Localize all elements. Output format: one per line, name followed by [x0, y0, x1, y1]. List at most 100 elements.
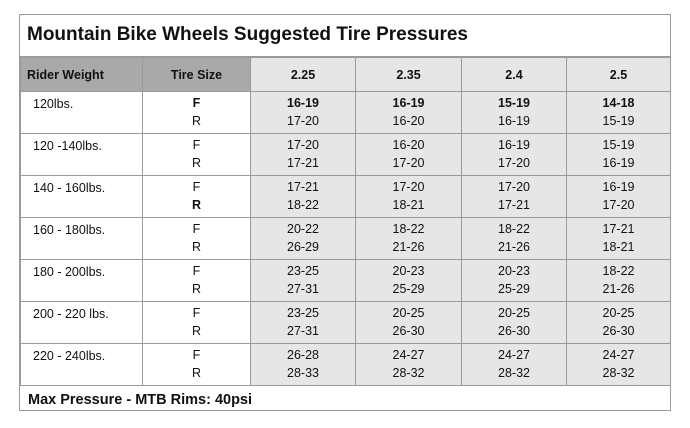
- pressure-cell: 18-22 21-26: [461, 217, 567, 260]
- rider-weight-cell: 140 - 160lbs.: [20, 175, 143, 218]
- front-pressure: 20-25: [498, 306, 530, 320]
- rear-pressure: 27-31: [287, 324, 319, 338]
- pressure-cell: 20-23 25-29: [461, 259, 567, 302]
- front-pressure: 18-22: [392, 222, 425, 236]
- rear-label: R: [191, 324, 202, 338]
- front-pressure: 26-28: [287, 348, 319, 362]
- header-size-2-4: 2.4: [461, 57, 567, 92]
- front-pressure: 20-25: [392, 306, 425, 320]
- pressure-cell: 20-25 26-30: [461, 301, 567, 344]
- pressure-cell: 17-20 17-21: [250, 133, 356, 176]
- front-label: F: [192, 96, 201, 110]
- pressure-cell: 18-22 21-26: [566, 259, 671, 302]
- header-size-2-35: 2.35: [355, 57, 462, 92]
- table-row: 180 - 200lbs. F R 23-25 27-31 20-23 25-29 20-23…: [20, 259, 671, 302]
- pressure-cell: 20-23 25-29: [355, 259, 462, 302]
- front-pressure: 23-25: [287, 306, 319, 320]
- pressure-cell: 17-20 18-21: [355, 175, 462, 218]
- front-pressure: 17-20: [392, 180, 425, 194]
- pressure-cell: 24-27 28-32: [566, 343, 671, 386]
- front-pressure: 17-20: [287, 138, 319, 152]
- rear-pressure: 26-30: [602, 324, 635, 338]
- front-label: F: [192, 222, 201, 236]
- tire-pressure-chart: Mountain Bike Wheels Suggested Tire Pres…: [19, 14, 671, 411]
- front-label: F: [192, 264, 201, 278]
- rider-weight-cell: 120 -140lbs.: [20, 133, 143, 176]
- front-pressure: 16-19: [602, 180, 635, 194]
- front-pressure: 23-25: [287, 264, 319, 278]
- header-row: Rider Weight Tire Size 2.25 2.35 2.4 2.5: [20, 57, 671, 92]
- chart-title: Mountain Bike Wheels Suggested Tire Pres…: [20, 15, 670, 57]
- pressure-cell: 17-21 18-22: [250, 175, 356, 218]
- pressure-cell: 18-22 21-26: [355, 217, 462, 260]
- rear-pressure: 17-21: [287, 156, 319, 170]
- front-pressure: 20-23: [392, 264, 425, 278]
- rear-pressure: 17-20: [602, 198, 635, 212]
- rider-weight-cell: 200 - 220 lbs.: [20, 301, 143, 344]
- front-pressure: 16-19: [392, 96, 425, 110]
- rear-pressure: 28-32: [392, 366, 425, 380]
- front-pressure: 17-20: [498, 180, 530, 194]
- front-pressure: 14-18: [602, 96, 635, 110]
- pressure-cell: 16-20 17-20: [355, 133, 462, 176]
- rear-pressure: 17-20: [392, 156, 425, 170]
- pressure-cell: 24-27 28-32: [355, 343, 462, 386]
- front-pressure: 18-22: [602, 264, 635, 278]
- front-pressure: 20-23: [498, 264, 530, 278]
- front-pressure: 20-22: [287, 222, 319, 236]
- table-row: 120 -140lbs. F R 17-20 17-21 16-20 17-20 16-19 1…: [20, 133, 671, 176]
- front-label: F: [192, 348, 201, 362]
- rear-pressure: 16-20: [392, 114, 425, 128]
- rear-pressure: 16-19: [602, 156, 635, 170]
- rider-weight-cell: 220 - 240lbs.: [20, 343, 143, 386]
- header-tire-size: Tire Size: [142, 57, 251, 92]
- pressure-cell: 16-19 17-20: [566, 175, 671, 218]
- pressure-cell: 24-27 28-32: [461, 343, 567, 386]
- table-row: 120lbs. F R 16-19 17-20 16-19 16-20 15-19 16-19 1…: [20, 91, 671, 134]
- front-pressure: 16-19: [287, 96, 319, 110]
- rear-pressure: 25-29: [392, 282, 425, 296]
- pressure-table: Rider Weight Tire Size 2.25 2.35 2.4 2.5…: [20, 57, 671, 386]
- front-pressure: 15-19: [602, 138, 635, 152]
- rear-label: R: [191, 156, 202, 170]
- table-row: 200 - 220 lbs. F R 23-25 27-31 20-25 26-30 20-2…: [20, 301, 671, 344]
- rear-label: R: [191, 366, 202, 380]
- pressure-cell: 26-28 28-33: [250, 343, 356, 386]
- rear-pressure: 18-21: [392, 198, 425, 212]
- front-pressure: 15-19: [498, 96, 530, 110]
- rider-weight-cell: 120lbs.: [20, 91, 143, 134]
- pressure-cell: 17-21 18-21: [566, 217, 671, 260]
- front-pressure: 20-25: [602, 306, 635, 320]
- front-pressure: 24-27: [602, 348, 635, 362]
- table-row: 140 - 160lbs. F R 17-21 18-22 17-20 18-21 17-20…: [20, 175, 671, 218]
- pressure-cell: 15-19 16-19: [566, 133, 671, 176]
- rear-pressure: 21-26: [392, 240, 425, 254]
- front-pressure: 16-20: [392, 138, 425, 152]
- max-pressure-note: Max Pressure - MTB Rims: 40psi: [28, 392, 253, 408]
- pressure-cell: 20-25 26-30: [566, 301, 671, 344]
- pressure-cell: 17-20 17-21: [461, 175, 567, 218]
- rear-pressure: 26-30: [392, 324, 425, 338]
- rear-pressure: 21-26: [602, 282, 635, 296]
- table-row: 160 - 180lbs. F R 20-22 26-29 18-22 21-26 18-22…: [20, 217, 671, 260]
- rear-pressure: 26-29: [287, 240, 319, 254]
- rear-pressure: 17-20: [287, 114, 319, 128]
- pressure-cell: 23-25 27-31: [250, 301, 356, 344]
- header-size-2-25: 2.25: [250, 57, 356, 92]
- front-pressure: 18-22: [498, 222, 530, 236]
- rear-pressure: 18-21: [602, 240, 635, 254]
- front-pressure: 16-19: [498, 138, 530, 152]
- rear-pressure: 28-32: [498, 366, 530, 380]
- rear-pressure: 15-19: [602, 114, 635, 128]
- rear-pressure: 28-32: [602, 366, 635, 380]
- rear-label: R: [191, 114, 202, 128]
- rear-pressure: 18-22: [287, 198, 319, 212]
- pressure-cell: 16-19 16-20: [355, 91, 462, 134]
- header-rider-weight: Rider Weight: [20, 57, 143, 92]
- rider-weight-cell: 160 - 180lbs.: [20, 217, 143, 260]
